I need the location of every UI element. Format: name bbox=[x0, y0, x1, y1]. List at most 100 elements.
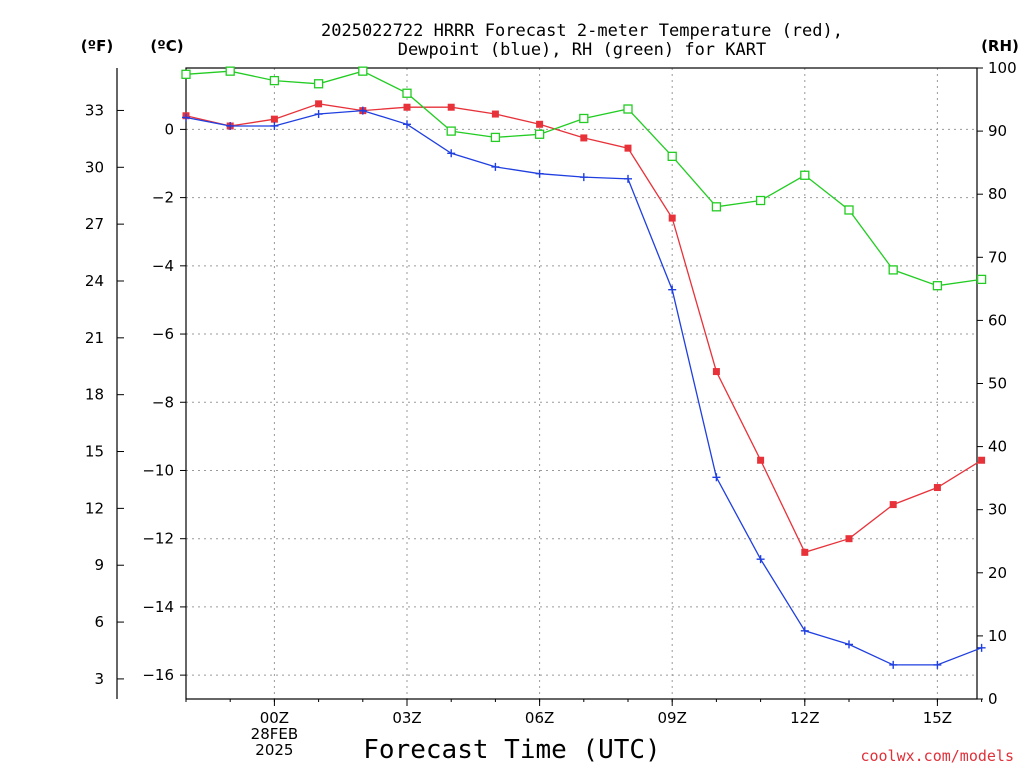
celsius-tick-label: −10 bbox=[142, 461, 174, 479]
temperature-point bbox=[845, 535, 853, 543]
dewpoint-point bbox=[358, 106, 367, 115]
rh-tick-label: 50 bbox=[988, 375, 1007, 393]
celsius-tick-label: 0 bbox=[164, 120, 174, 138]
rh-tick-label: 60 bbox=[988, 311, 1007, 329]
temperature-point bbox=[978, 456, 986, 464]
dewpoint-point bbox=[933, 660, 942, 669]
x-axis-label: Forecast Time (UTC) bbox=[363, 735, 660, 765]
rh-tick-label: 40 bbox=[988, 438, 1007, 456]
rh-point bbox=[800, 170, 810, 180]
celsius-tick-label: −4 bbox=[152, 257, 174, 275]
x-tick-label: 09Z bbox=[658, 709, 687, 727]
rh-tick-label: 90 bbox=[988, 122, 1007, 140]
temperature-point bbox=[403, 103, 411, 111]
rh-point bbox=[313, 79, 324, 89]
rh-tick-label: 20 bbox=[988, 564, 1007, 582]
dewpoint-point bbox=[447, 149, 456, 158]
dewpoint-point bbox=[182, 113, 190, 122]
dewpoint-point bbox=[624, 174, 632, 183]
rh-tick-label: 70 bbox=[988, 248, 1007, 266]
temperature-point bbox=[933, 484, 941, 492]
dewpoint-point bbox=[403, 120, 411, 129]
rh-point bbox=[446, 126, 456, 136]
temperature-line bbox=[185, 103, 982, 554]
rh-point bbox=[976, 274, 987, 285]
dewpoint-point bbox=[712, 473, 721, 482]
fahrenheit-tick-label: 9 bbox=[94, 556, 104, 574]
temperature-point bbox=[712, 368, 720, 376]
fahrenheit-tick-label: 21 bbox=[85, 329, 104, 347]
x-tick-label: 28FEB bbox=[251, 725, 298, 743]
rh-unit-label: (RH) bbox=[981, 37, 1019, 55]
x-tick-label: 03Z bbox=[392, 709, 421, 727]
chart-title-line-2: Dewpoint (blue), RH (green) for KART bbox=[398, 40, 766, 60]
temperature-point bbox=[580, 134, 588, 142]
dewpoint-point bbox=[977, 643, 986, 652]
fahrenheit-tick-label: 27 bbox=[85, 215, 104, 233]
dewpoint-point bbox=[889, 660, 898, 669]
x-tick-label: 00Z bbox=[260, 709, 289, 727]
chart-title-line-1: 2025022722 HRRR Forecast 2-meter Tempera… bbox=[321, 21, 843, 41]
rh-tick-label: 0 bbox=[988, 690, 998, 708]
temperature-point bbox=[270, 115, 278, 123]
dewpoint-point bbox=[314, 110, 323, 119]
rh-point bbox=[181, 69, 191, 79]
dewpoint-point bbox=[579, 173, 588, 182]
dewpoint-line bbox=[185, 109, 982, 666]
dewpoint-point bbox=[668, 285, 677, 294]
rh-point bbox=[667, 151, 677, 161]
rh-tick-label: 10 bbox=[988, 627, 1007, 645]
temperature-point bbox=[624, 144, 632, 152]
rh-point bbox=[358, 66, 368, 76]
rh-point bbox=[888, 265, 898, 275]
rh-point bbox=[755, 195, 766, 206]
fahrenheit-tick-label: 33 bbox=[85, 101, 104, 119]
dewpoint-point bbox=[845, 640, 853, 649]
fahrenheit-tick-label: 6 bbox=[94, 613, 104, 631]
rh-tick-label: 30 bbox=[988, 501, 1007, 519]
rh-tick-label: 100 bbox=[988, 59, 1017, 77]
rh-point bbox=[711, 202, 722, 212]
celsius-tick-label: −2 bbox=[152, 189, 174, 207]
temperature-point bbox=[491, 110, 499, 118]
dewpoint-point bbox=[800, 626, 809, 635]
fahrenheit-tick-label: 3 bbox=[94, 670, 104, 688]
temperature-point bbox=[889, 501, 897, 509]
rh-point bbox=[932, 281, 943, 291]
x-tick-label: 15Z bbox=[923, 709, 952, 727]
rh-point bbox=[844, 205, 854, 215]
rh-point bbox=[579, 113, 589, 124]
dewpoint-point bbox=[756, 555, 765, 564]
celsius-tick-label: −16 bbox=[142, 666, 174, 684]
fahrenheit-unit-label: (ºF) bbox=[81, 37, 113, 55]
temperature-point bbox=[801, 548, 809, 556]
plot-frame bbox=[185, 67, 978, 700]
x-tick-label: 12Z bbox=[790, 709, 819, 727]
celsius-tick-label: −14 bbox=[142, 598, 174, 616]
rh-tick-label: 80 bbox=[988, 185, 1007, 203]
fahrenheit-tick-label: 15 bbox=[85, 443, 104, 461]
rh-point bbox=[623, 104, 633, 114]
dewpoint-point bbox=[270, 121, 279, 130]
fahrenheit-tick-label: 18 bbox=[85, 386, 104, 404]
celsius-tick-label: −8 bbox=[152, 393, 174, 411]
celsius-tick-label: −6 bbox=[152, 325, 174, 343]
rh-point bbox=[534, 129, 545, 139]
dewpoint-point bbox=[226, 121, 235, 130]
grid-lines bbox=[186, 68, 977, 699]
fahrenheit-tick-label: 12 bbox=[85, 499, 104, 517]
temperature-point bbox=[315, 100, 323, 108]
fahrenheit-tick-label: 24 bbox=[85, 272, 104, 290]
dewpoint-point bbox=[535, 169, 544, 178]
dewpoint-point bbox=[491, 162, 500, 171]
data-series bbox=[181, 66, 987, 669]
temperature-point bbox=[668, 214, 676, 222]
celsius-unit-label: (ºC) bbox=[150, 37, 183, 55]
temperature-point bbox=[757, 456, 765, 464]
axis-ticks: 0−2−4−6−8−10−12−14−163330272421181512963… bbox=[85, 59, 1017, 759]
x-tick-label: 2025 bbox=[255, 741, 293, 759]
fahrenheit-tick-label: 30 bbox=[85, 158, 104, 176]
rh-point bbox=[269, 75, 280, 86]
rh-point bbox=[402, 88, 412, 98]
